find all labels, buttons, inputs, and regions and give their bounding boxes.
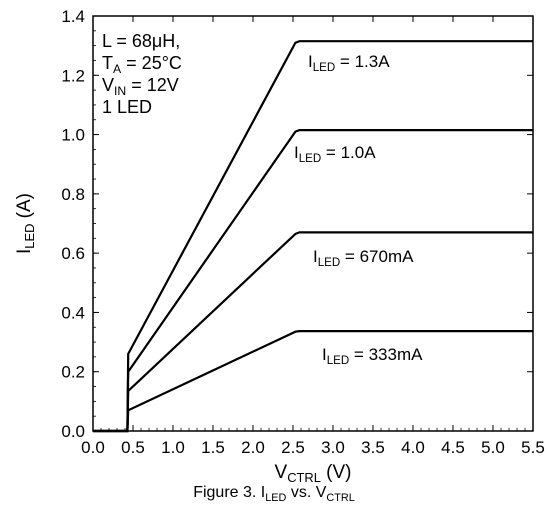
caption-sub1: LED bbox=[265, 492, 286, 504]
condition-line-3-main: V bbox=[102, 75, 114, 95]
annotation-bg bbox=[305, 50, 433, 73]
condition-line-4: 1 LED bbox=[102, 97, 152, 117]
x-tick-label: 5.5 bbox=[521, 438, 545, 457]
y-axis-title-tail: (A) bbox=[14, 193, 35, 224]
y-tick-label: 0.8 bbox=[61, 185, 85, 204]
labels-layer: 0.0 0.5 1.0 1.5 2.0 2.5 3.0 3.5 4.0 4.5 5.0 5.5 0.0 0… bbox=[14, 7, 545, 504]
x-tick-label: 0.5 bbox=[121, 438, 145, 457]
y-axis-title: ILED (A) bbox=[14, 193, 37, 254]
x-axis-title-tail: (V) bbox=[321, 462, 352, 483]
y-tick-label: 0.6 bbox=[61, 244, 85, 263]
series-annotation-3-sub: LED bbox=[318, 257, 340, 269]
condition-line-2-main: T bbox=[102, 53, 113, 73]
x-tick-label: 5.0 bbox=[481, 438, 505, 457]
y-tick-label: 0.2 bbox=[61, 363, 85, 382]
condition-line-3: VIN = 12V bbox=[102, 75, 179, 98]
x-tick-label: 1.5 bbox=[201, 438, 225, 457]
y-tick-label: 1.4 bbox=[61, 7, 85, 26]
x-tick-label: 3.0 bbox=[321, 438, 345, 457]
series-annotation-4: ILED = 333mA bbox=[322, 345, 423, 367]
series-line-4 bbox=[93, 330, 533, 433]
condition-line-4-main: 1 LED bbox=[102, 97, 152, 117]
annotation-bg bbox=[310, 245, 438, 268]
figure-caption: Figure 3. ILED vs. VCTRL bbox=[193, 484, 355, 504]
series-annotation-2-tail: = 1.0A bbox=[321, 143, 376, 162]
x-tick-label: 4.0 bbox=[401, 438, 425, 457]
series-line-2 bbox=[93, 129, 533, 433]
condition-line-2: TA = 25°C bbox=[102, 53, 182, 76]
series-annotation-1-tail: = 1.3A bbox=[335, 52, 390, 71]
x-tick-label: 2.5 bbox=[281, 438, 305, 457]
x-tick-label: 1.0 bbox=[161, 438, 185, 457]
condition-line-2-tail: = 25°C bbox=[121, 53, 182, 73]
x-axis-title-sub: CTRL bbox=[287, 470, 321, 485]
series-annotation-2-sub: LED bbox=[299, 153, 321, 165]
condition-line-3-sub: IN bbox=[114, 84, 126, 98]
annotation-bg bbox=[319, 343, 447, 366]
series-layer bbox=[93, 40, 533, 433]
condition-line-1: L = 68μH, bbox=[102, 31, 180, 51]
condition-line-1-main: L = 68μH, bbox=[102, 31, 180, 51]
y-axis-title-main: I bbox=[14, 249, 35, 254]
condition-line-3-tail: = 12V bbox=[126, 75, 179, 95]
series-annotation-2-main: I bbox=[294, 143, 299, 162]
x-tick-label: 0.0 bbox=[81, 438, 105, 457]
y-tick-label: 1.2 bbox=[61, 66, 85, 85]
caption-sub2: CTRL bbox=[326, 492, 354, 504]
x-tick-label: 3.5 bbox=[361, 438, 385, 457]
y-axis-title-sub: LED bbox=[22, 224, 37, 249]
y-tick-label: 0.0 bbox=[61, 422, 85, 441]
series-annotation-3-main: I bbox=[313, 247, 318, 266]
caption-pre: Figure 3. I bbox=[193, 484, 265, 501]
y-tick-label: 0.4 bbox=[61, 303, 85, 322]
x-tick-label: 4.5 bbox=[441, 438, 465, 457]
series-line-1 bbox=[93, 40, 533, 433]
series-annotation-4-main: I bbox=[322, 345, 327, 364]
series-annotation-1-main: I bbox=[308, 52, 313, 71]
condition-line-2-sub: A bbox=[113, 62, 122, 76]
x-axis-title: VCTRL (V) bbox=[275, 462, 352, 485]
annotation-bg bbox=[291, 141, 419, 164]
series-annotation-1: ILED = 1.3A bbox=[308, 52, 390, 74]
series-annotation-2: ILED = 1.0A bbox=[294, 143, 376, 165]
y-tick-label: 1.0 bbox=[61, 126, 85, 145]
x-tick-label: 2.0 bbox=[241, 438, 265, 457]
x-axis-title-main: V bbox=[275, 462, 288, 483]
series-annotation-4-sub: LED bbox=[327, 355, 349, 367]
series-annotation-4-tail: = 333mA bbox=[349, 345, 423, 364]
series-annotation-3: ILED = 670mA bbox=[313, 247, 414, 269]
ticks-layer bbox=[92, 15, 534, 432]
caption-mid: vs. V bbox=[286, 484, 326, 501]
series-annotation-3-tail: = 670mA bbox=[340, 247, 414, 266]
series-annotation-1-sub: LED bbox=[313, 62, 335, 74]
